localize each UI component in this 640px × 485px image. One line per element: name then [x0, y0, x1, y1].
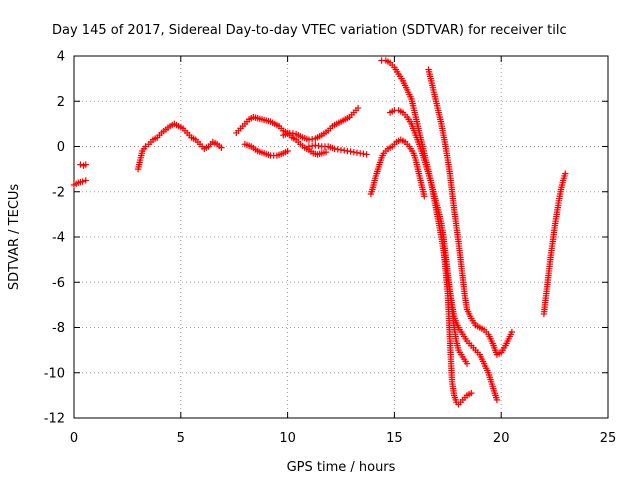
data-point — [77, 161, 84, 168]
y-tick-label: -6 — [52, 276, 65, 291]
data-series — [134, 120, 225, 173]
data-point — [284, 147, 291, 155]
data-point — [463, 360, 471, 367]
y-axis-label: SDTVAR / TECUs — [7, 184, 22, 291]
x-tick-label: 0 — [70, 431, 78, 446]
data-point — [363, 151, 370, 158]
data-point — [468, 389, 475, 397]
data-series — [367, 136, 428, 200]
y-tick-label: -2 — [52, 185, 65, 200]
data-point — [562, 170, 569, 177]
y-tick-label: -8 — [52, 321, 65, 336]
data-points — [70, 57, 569, 408]
grid-lines — [74, 56, 608, 418]
y-tick-label: -4 — [52, 231, 65, 246]
data-point — [79, 178, 86, 185]
data-series — [305, 142, 370, 158]
x-tick-label: 5 — [177, 431, 185, 446]
data-point — [493, 396, 501, 404]
data-point — [354, 104, 362, 112]
data-point — [322, 148, 330, 156]
y-tick-label: -10 — [44, 366, 65, 381]
y-tick-label: -12 — [44, 412, 65, 427]
chart-title: Day 145 of 2017, Sidereal Day-to-day VTE… — [52, 23, 567, 38]
data-series — [378, 57, 501, 404]
data-point — [142, 143, 149, 150]
data-point — [82, 161, 89, 168]
data-series — [540, 170, 569, 318]
data-series — [70, 177, 89, 189]
data-point — [82, 177, 89, 184]
y-tick-label: 2 — [57, 95, 65, 110]
y-tick-label: 0 — [57, 140, 65, 155]
x-tick-label: 25 — [600, 431, 617, 446]
data-point — [508, 328, 516, 336]
y-tick-label: 4 — [57, 50, 65, 65]
data-point — [421, 193, 428, 200]
data-series — [77, 161, 89, 169]
x-tick-label: 20 — [493, 431, 510, 446]
x-tick-label: 15 — [386, 431, 403, 446]
data-series — [241, 141, 291, 159]
x-tick-label: 10 — [279, 431, 296, 446]
data-series — [440, 245, 475, 408]
x-axis-label: GPS time / hours — [287, 460, 396, 475]
data-point — [218, 144, 225, 151]
data-series — [425, 66, 516, 358]
data-series — [280, 104, 362, 143]
